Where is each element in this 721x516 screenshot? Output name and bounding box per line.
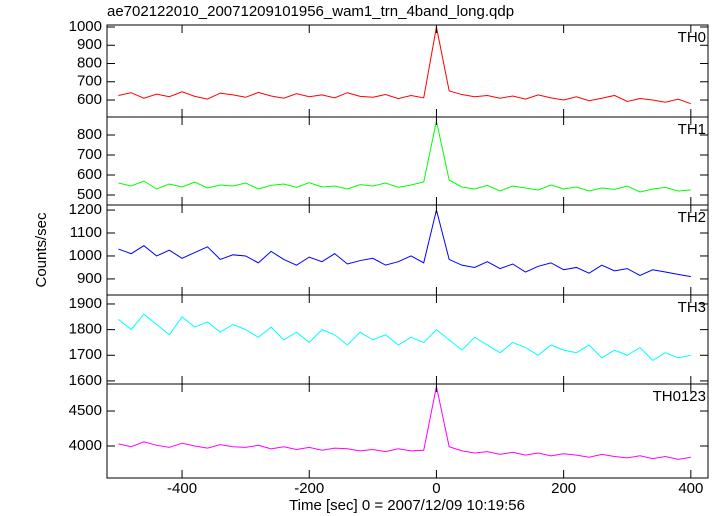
panel-frame [106, 116, 709, 206]
y-tick-label: 1700 [69, 346, 102, 363]
y-tick-label: 800 [77, 126, 102, 143]
x-tick-label: 400 [678, 480, 703, 497]
y-tick-label: 800 [77, 54, 102, 71]
series-label: TH3 [678, 299, 706, 316]
y-tick-label: 4000 [69, 437, 102, 454]
y-tick-label: 1900 [69, 295, 102, 312]
panel-frame [106, 383, 709, 479]
series-label: TH0 [678, 29, 706, 46]
data-line [118, 386, 691, 460]
x-tick-label: 200 [551, 480, 576, 497]
y-tick-label: 700 [77, 146, 102, 163]
y-tick-label: 1000 [69, 18, 102, 35]
data-line [118, 120, 691, 193]
data-line [118, 313, 691, 362]
chart-title: ae702122010_20071209101956_wam1_trn_4ban… [107, 3, 514, 20]
x-axis-label: Time [sec] 0 = 2007/12/09 10:19:56 [289, 497, 525, 514]
panel-frame [106, 24, 709, 118]
series-label: TH2 [678, 209, 706, 226]
y-tick-label: 500 [77, 186, 102, 203]
y-tick-label: 700 [77, 73, 102, 90]
x-tick-label: -200 [294, 480, 324, 497]
series-label: TH1 [678, 121, 706, 138]
y-tick-label: 1800 [69, 321, 102, 338]
y-tick-label: 900 [77, 270, 102, 287]
series-label: TH0123 [653, 388, 706, 405]
panel-frame [106, 204, 709, 296]
data-line [118, 209, 691, 278]
data-line [118, 26, 691, 105]
y-tick-label: 1200 [69, 201, 102, 218]
x-tick-label: 0 [432, 480, 440, 497]
y-axis-label: Counts/sec [33, 212, 50, 288]
y-tick-label: 600 [77, 91, 102, 108]
y-tick-label: 1600 [69, 372, 102, 389]
y-tick-label: 1000 [69, 247, 102, 264]
y-tick-label: 600 [77, 166, 102, 183]
y-tick-label: 1100 [70, 224, 102, 241]
y-tick-label: 900 [77, 36, 102, 53]
x-tick-label: -400 [167, 480, 197, 497]
y-tick-label: 4500 [69, 402, 102, 419]
